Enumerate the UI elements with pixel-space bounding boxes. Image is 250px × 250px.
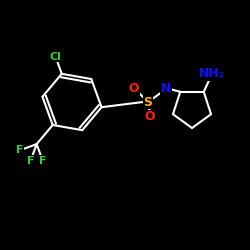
Text: O: O	[129, 82, 139, 94]
Text: F: F	[27, 156, 34, 166]
Text: F: F	[39, 156, 46, 166]
Text: NH₂: NH₂	[199, 67, 225, 80]
Text: O: O	[145, 110, 155, 124]
Text: S: S	[144, 96, 152, 108]
Text: Cl: Cl	[50, 52, 62, 62]
Text: N: N	[161, 82, 171, 94]
Text: F: F	[16, 145, 24, 155]
